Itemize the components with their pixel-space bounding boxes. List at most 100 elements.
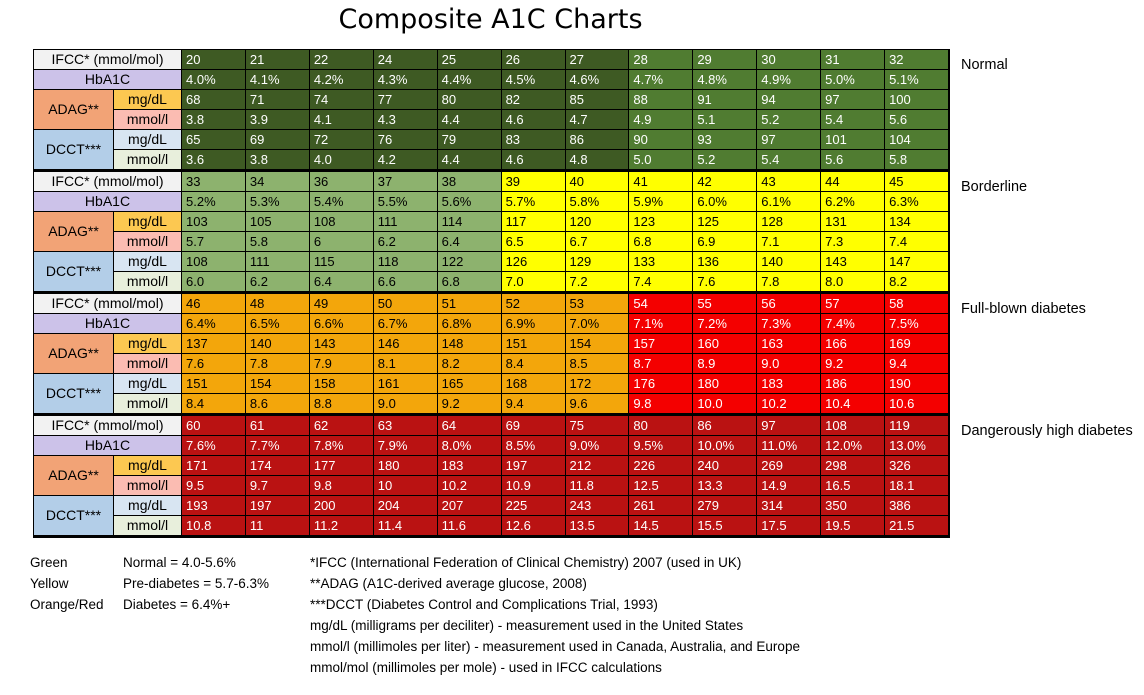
table-cell: 177 [309, 456, 374, 476]
table-cell: 6.7% [373, 314, 438, 334]
table-cell: 18.1 [885, 476, 949, 496]
table-cell: 22 [309, 50, 374, 70]
table-cell: 7.8 [757, 272, 822, 292]
table-cell: 14.9 [757, 476, 822, 496]
table-cell: 5.7% [501, 192, 566, 212]
table-cell: 7.0% [565, 314, 630, 334]
table-cell: 11.6 [437, 516, 502, 536]
table-cell: 104 [885, 130, 949, 150]
page-title: Composite A1C Charts [338, 4, 643, 35]
table-cell: 6 [309, 232, 374, 252]
table-cell: 8.2 [437, 354, 502, 374]
table-cell: 117 [501, 212, 566, 232]
footnote: mmol/mol (millimoles per mole) - used in… [310, 660, 662, 675]
table-cell: 71 [245, 90, 310, 110]
table-cell: 58 [885, 294, 949, 314]
table-cell: 54 [629, 294, 694, 314]
table-cell: 85 [565, 90, 630, 110]
table-cell: 128 [757, 212, 822, 232]
table-cell: 6.2% [821, 192, 886, 212]
table-cell: 8.4 [501, 354, 566, 374]
table-cell: 25 [437, 50, 502, 70]
table-cell: 36 [309, 172, 374, 192]
table-cell: 69 [501, 416, 566, 436]
footnote: *IFCC (International Federation of Clini… [310, 555, 742, 570]
table-cell: 154 [565, 334, 630, 354]
table-cell: 5.1% [885, 70, 949, 90]
table-cell: 14.5 [629, 516, 694, 536]
table-cell: 140 [245, 334, 310, 354]
table-cell: 154 [245, 374, 310, 394]
table-cell: 7.1% [629, 314, 694, 334]
table-cell: 93 [693, 130, 758, 150]
table-cell: 160 [693, 334, 758, 354]
footnote: **ADAG (A1C-derived average glucose, 200… [310, 576, 587, 591]
table-cell: 10.8 [182, 516, 246, 536]
table-cell: 5.2 [693, 150, 758, 170]
table-cell: 97 [821, 90, 886, 110]
table-cell: 10.0% [693, 436, 758, 456]
table-cell: 183 [437, 456, 502, 476]
table-cell: 4.9 [629, 110, 694, 130]
table-cell: 42 [693, 172, 758, 192]
table-cell: 4.4 [437, 150, 502, 170]
table-cell: 10.9 [501, 476, 566, 496]
table-cell: 4.3% [373, 70, 438, 90]
table-cell: 5.6 [821, 150, 886, 170]
table-cell: 7.4 [885, 232, 949, 252]
legend-item: Yellow Pre-diabetes = 5.7-6.3% [30, 573, 269, 594]
table-cell: 6.4% [182, 314, 246, 334]
table-cell: 7.7% [245, 436, 310, 456]
footnote: mg/dL (milligrams per deciliter) - measu… [310, 618, 744, 633]
table-cell: 83 [501, 130, 566, 150]
table-cell: 172 [565, 374, 630, 394]
legend-definition: Normal = 4.0-5.6% [123, 555, 236, 570]
table-cell: 10.6 [885, 394, 949, 414]
table-cell: 50 [373, 294, 438, 314]
table-cell: 11 [245, 516, 310, 536]
table-cell: 40 [565, 172, 630, 192]
row-label-ifcc: IFCC* (mmol/mol) [34, 172, 182, 192]
table-cell: 11.2 [309, 516, 374, 536]
table-cell: 7.2% [693, 314, 758, 334]
unit-label-mgdl: mg/dL [114, 496, 182, 516]
table-cell: 225 [501, 496, 566, 516]
table-cell: 45 [885, 172, 949, 192]
table-cell: 46 [182, 294, 246, 314]
table-cell: 193 [182, 496, 246, 516]
table-cell: 4.0% [182, 70, 246, 90]
table-cell: 119 [885, 416, 949, 436]
table-cell: 9.8 [309, 476, 374, 496]
table-cell: 4.3 [373, 110, 438, 130]
table-cell: 3.8 [245, 150, 310, 170]
table-cell: 269 [757, 456, 822, 476]
table-cell: 129 [565, 252, 630, 272]
table-cell: 5.2 [757, 110, 822, 130]
row-label-dcct: DCCT*** [34, 130, 114, 170]
table-cell: 6.4 [437, 232, 502, 252]
table-cell: 15.5 [693, 516, 758, 536]
table-cell: 12.6 [501, 516, 566, 536]
table-cell: 137 [182, 334, 246, 354]
table-cell: 111 [245, 252, 310, 272]
table-cell: 9.4 [885, 354, 949, 374]
table-cell: 133 [629, 252, 694, 272]
table-cell: 56 [757, 294, 822, 314]
row-label-adag: ADAG** [34, 334, 114, 374]
table-cell: 6.4 [309, 272, 374, 292]
table-cell: 7.4 [629, 272, 694, 292]
table-cell: 13.3 [693, 476, 758, 496]
table-cell: 4.7 [565, 110, 630, 130]
unit-label-mmoll: mmol/l [114, 516, 182, 536]
table-cell: 212 [565, 456, 630, 476]
table-cell: 8.0 [821, 272, 886, 292]
table-cell: 8.0% [437, 436, 502, 456]
table-cell: 136 [693, 252, 758, 272]
table-cell: 157 [629, 334, 694, 354]
table-cell: 122 [437, 252, 502, 272]
category-label: Normal [961, 57, 1008, 73]
table-cell: 30 [757, 50, 822, 70]
table-cell: 6.8 [437, 272, 502, 292]
unit-label-mmoll: mmol/l [114, 354, 182, 374]
legend-item: Green Normal = 4.0-5.6% [30, 552, 269, 573]
